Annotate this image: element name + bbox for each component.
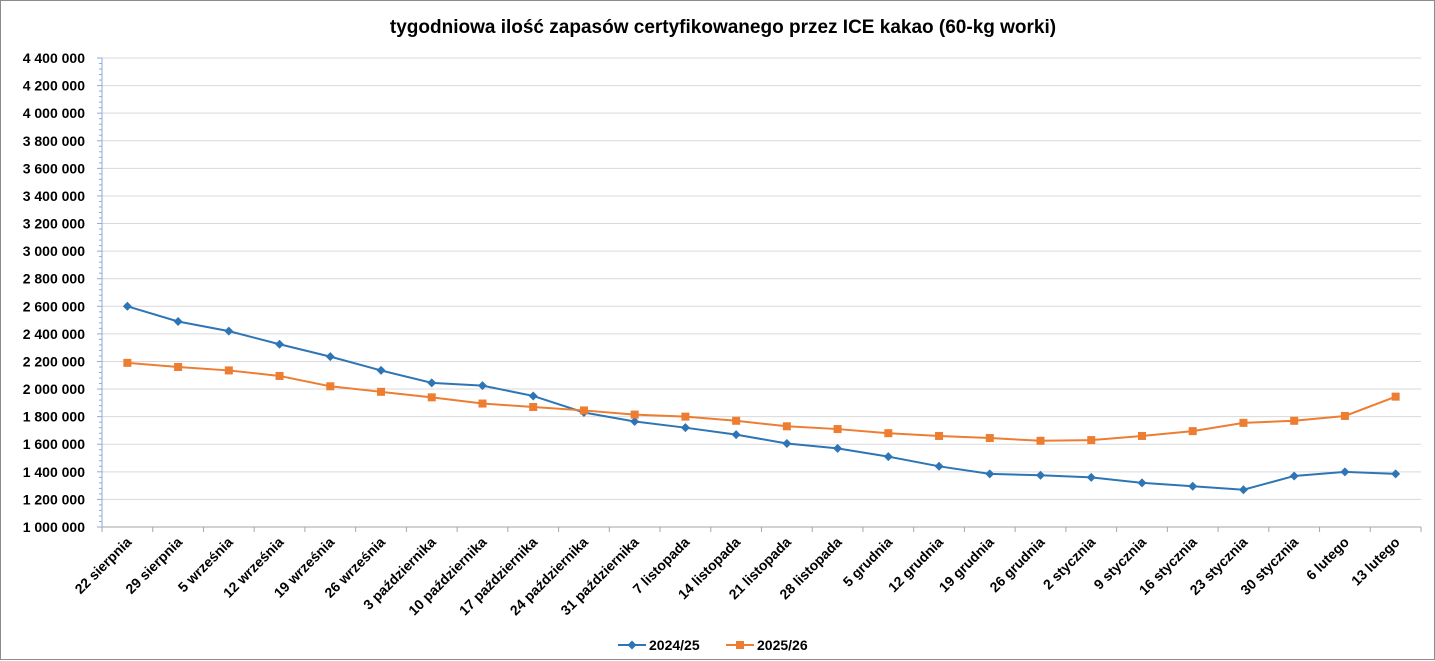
y-tick-label: 1 200 000 bbox=[23, 491, 85, 507]
data-point bbox=[833, 425, 842, 434]
y-tick-label: 3 800 000 bbox=[23, 133, 85, 149]
legend-marker bbox=[627, 640, 637, 650]
y-tick-label: 3 400 000 bbox=[23, 188, 85, 204]
data-point bbox=[884, 429, 893, 438]
y-tick-label: 2 400 000 bbox=[23, 326, 85, 342]
y-tick-label: 4 200 000 bbox=[23, 78, 85, 94]
y-tick-label: 3 000 000 bbox=[23, 243, 85, 259]
gridlines bbox=[102, 57, 1421, 500]
data-point bbox=[985, 469, 995, 479]
data-point bbox=[325, 352, 335, 362]
data-point bbox=[224, 366, 233, 375]
data-point bbox=[1391, 469, 1401, 479]
y-tick-label: 4 400 000 bbox=[23, 50, 85, 66]
data-point bbox=[173, 316, 183, 326]
legend-item-2: 2025/26 bbox=[726, 637, 808, 653]
data-point bbox=[529, 402, 538, 411]
data-point bbox=[681, 412, 690, 421]
data-point bbox=[1289, 471, 1299, 481]
data-point bbox=[478, 399, 487, 408]
data-point bbox=[782, 422, 791, 431]
series-1 bbox=[122, 301, 1401, 495]
legend: 2024/25 2025/26 bbox=[618, 637, 808, 653]
data-point bbox=[477, 381, 487, 391]
legend-item-1: 2024/25 bbox=[618, 637, 700, 653]
data-point bbox=[1087, 436, 1096, 445]
legend-label: 2025/26 bbox=[757, 637, 808, 653]
y-tick-label: 3 200 000 bbox=[23, 216, 85, 232]
data-point bbox=[630, 416, 640, 426]
x-tick-label: 2 stycznia bbox=[1040, 534, 1099, 593]
y-tick-label: 2 200 000 bbox=[23, 353, 85, 369]
y-tick-label: 1 000 000 bbox=[23, 519, 85, 535]
chart-title: tygodniowa ilość zapasów certyfikowanego… bbox=[390, 17, 1056, 38]
data-point bbox=[1391, 392, 1400, 401]
y-tick-label: 2 800 000 bbox=[23, 271, 85, 287]
data-point bbox=[985, 434, 994, 443]
y-tick-label: 3 600 000 bbox=[23, 160, 85, 176]
y-tick-label: 1 600 000 bbox=[23, 436, 85, 452]
y-tick-label: 1 800 000 bbox=[23, 409, 85, 425]
data-point bbox=[427, 393, 436, 402]
data-point bbox=[122, 301, 132, 311]
data-point bbox=[326, 382, 335, 391]
y-axis-tick-labels: 1 000 000 1 200 000 1 400 000 1 600 000 1 80… bbox=[23, 50, 85, 535]
data-point bbox=[731, 430, 741, 440]
data-point bbox=[427, 378, 437, 388]
data-point bbox=[1086, 472, 1096, 482]
data-point bbox=[1340, 467, 1350, 477]
legend-marker bbox=[736, 641, 744, 649]
data-point bbox=[1290, 416, 1299, 425]
y-tick-label: 2 600 000 bbox=[23, 298, 85, 314]
series-line bbox=[127, 305, 1396, 491]
data-point bbox=[1137, 478, 1147, 488]
data-point bbox=[630, 410, 639, 419]
data-point bbox=[934, 461, 944, 471]
x-tick-label: 6 lutego bbox=[1303, 534, 1352, 583]
x-tick-label: 13 lutego bbox=[1348, 534, 1403, 589]
data-point bbox=[1188, 427, 1197, 436]
data-point bbox=[1036, 470, 1046, 480]
series-lines bbox=[122, 301, 1401, 495]
data-point bbox=[883, 452, 893, 462]
data-point bbox=[275, 371, 284, 380]
data-point bbox=[833, 443, 843, 453]
data-point bbox=[224, 326, 234, 336]
data-point bbox=[377, 387, 386, 396]
axes bbox=[97, 57, 1422, 532]
data-point bbox=[174, 362, 183, 371]
data-point bbox=[1137, 431, 1146, 440]
series-line bbox=[127, 361, 1396, 442]
y-tick-label: 4 000 000 bbox=[23, 105, 85, 121]
y-tick-label: 2 000 000 bbox=[23, 381, 85, 397]
data-point bbox=[579, 406, 588, 415]
data-point bbox=[1238, 485, 1248, 495]
y-tick-label: 1 400 000 bbox=[23, 464, 85, 480]
data-point bbox=[376, 365, 386, 375]
data-point bbox=[1239, 418, 1248, 427]
data-point bbox=[1036, 436, 1045, 445]
data-point bbox=[782, 439, 792, 449]
series-2 bbox=[123, 358, 1400, 445]
data-point bbox=[123, 358, 132, 367]
data-point bbox=[528, 391, 538, 401]
legend-label: 2024/25 bbox=[649, 637, 700, 653]
x-tick-label: 26 grudnia bbox=[986, 534, 1048, 596]
data-point bbox=[680, 423, 690, 433]
data-point bbox=[275, 339, 285, 349]
data-point bbox=[1340, 411, 1349, 420]
data-point bbox=[1188, 481, 1198, 491]
data-point bbox=[935, 431, 944, 440]
data-point bbox=[732, 416, 741, 425]
